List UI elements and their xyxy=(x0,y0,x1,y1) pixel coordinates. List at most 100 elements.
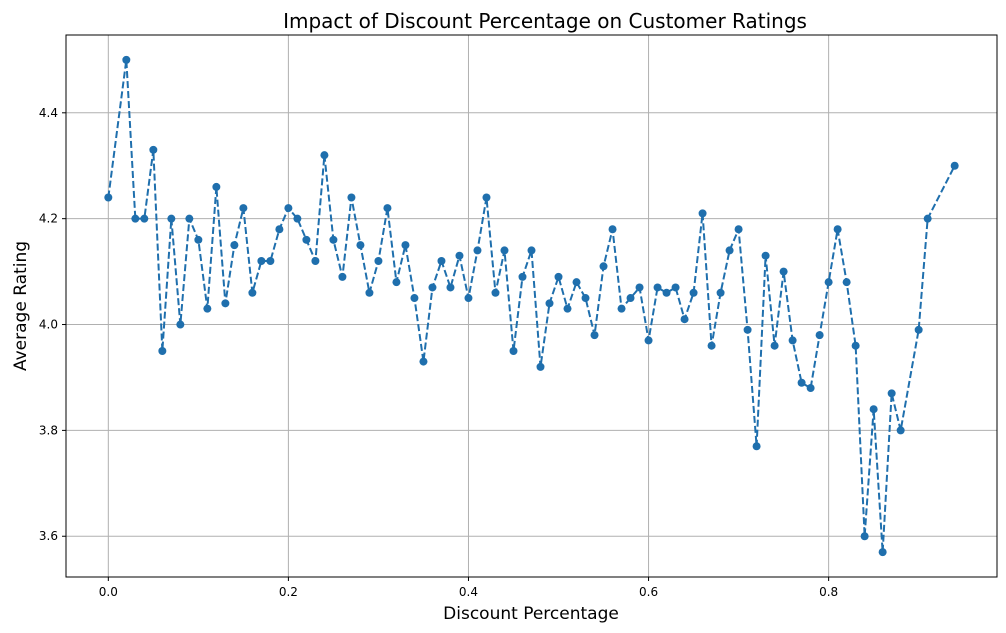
data-point xyxy=(446,283,455,292)
data-point xyxy=(500,246,509,255)
data-points xyxy=(104,55,959,557)
data-point xyxy=(140,214,149,223)
y-axis: 3.6 3.8 4.0 4.2 4.4 xyxy=(39,106,66,543)
data-point xyxy=(806,384,815,393)
data-point xyxy=(896,426,905,435)
data-point xyxy=(680,315,689,324)
y-tick-label: 4.4 xyxy=(39,106,58,120)
data-point xyxy=(320,151,329,160)
data-point xyxy=(167,214,176,223)
data-point xyxy=(815,331,824,340)
x-tick-label: 0.2 xyxy=(279,585,298,599)
data-point xyxy=(950,161,959,170)
data-point xyxy=(833,225,842,234)
data-point xyxy=(869,405,878,414)
data-point xyxy=(239,204,248,213)
data-point xyxy=(419,357,428,366)
data-point xyxy=(581,294,590,303)
data-point xyxy=(770,341,779,350)
x-tick-label: 0.8 xyxy=(819,585,838,599)
x-axis-label: Discount Percentage xyxy=(443,604,619,624)
data-point xyxy=(644,336,653,345)
chart-title: Impact of Discount Percentage on Custome… xyxy=(283,9,807,33)
data-point xyxy=(347,193,356,202)
data-point xyxy=(455,251,464,260)
y-tick-label: 4.0 xyxy=(39,318,58,332)
data-point xyxy=(257,257,266,266)
x-tick-label: 0.0 xyxy=(99,585,118,599)
data-point xyxy=(527,246,536,255)
data-point xyxy=(176,320,185,329)
data-point xyxy=(563,304,572,313)
data-point xyxy=(194,235,203,244)
data-point xyxy=(851,341,860,350)
data-point xyxy=(743,325,752,334)
data-point xyxy=(149,145,158,154)
data-point xyxy=(545,299,554,308)
data-point xyxy=(653,283,662,292)
data-point xyxy=(860,532,869,541)
data-point xyxy=(626,294,635,303)
data-point xyxy=(212,182,221,191)
data-point xyxy=(284,204,293,213)
data-point xyxy=(158,346,167,355)
data-point xyxy=(329,235,338,244)
data-point xyxy=(302,235,311,244)
data-point xyxy=(401,241,410,250)
data-point xyxy=(824,278,833,287)
data-point xyxy=(734,225,743,234)
y-axis-label: Average Rating xyxy=(11,241,31,371)
data-point xyxy=(608,225,617,234)
x-axis: 0.0 0.2 0.4 0.6 0.8 xyxy=(99,577,838,599)
data-point xyxy=(878,548,887,557)
data-point xyxy=(437,257,446,266)
data-point xyxy=(842,278,851,287)
data-point xyxy=(185,214,194,223)
data-point xyxy=(779,267,788,276)
data-point xyxy=(392,278,401,287)
data-point xyxy=(788,336,797,345)
y-tick-label: 3.6 xyxy=(39,529,58,543)
data-point xyxy=(122,55,131,64)
data-point xyxy=(248,288,257,297)
data-point xyxy=(491,288,500,297)
data-point xyxy=(761,251,770,260)
data-point xyxy=(923,214,932,223)
data-point xyxy=(590,331,599,340)
data-point xyxy=(311,257,320,266)
data-point xyxy=(707,341,716,350)
data-point xyxy=(725,246,734,255)
data-point xyxy=(203,304,212,313)
y-tick-label: 4.2 xyxy=(39,212,58,226)
data-point xyxy=(554,272,563,281)
data-point xyxy=(662,288,671,297)
data-point xyxy=(293,214,302,223)
data-point xyxy=(131,214,140,223)
data-point xyxy=(365,288,374,297)
data-point xyxy=(464,294,473,303)
data-point xyxy=(797,378,806,387)
data-point xyxy=(572,278,581,287)
data-point xyxy=(536,362,545,371)
data-point xyxy=(473,246,482,255)
data-point xyxy=(671,283,680,292)
data-point xyxy=(914,325,923,334)
data-point xyxy=(230,241,239,250)
data-point xyxy=(716,288,725,297)
series-path xyxy=(107,59,956,553)
data-point xyxy=(221,299,230,308)
plot-frame xyxy=(65,34,998,578)
data-point xyxy=(689,288,698,297)
data-point xyxy=(410,294,419,303)
data-point xyxy=(887,389,896,398)
grid-lines xyxy=(66,35,997,577)
y-tick-label: 3.8 xyxy=(39,423,58,437)
data-point xyxy=(509,346,518,355)
data-point xyxy=(617,304,626,313)
data-point xyxy=(383,204,392,213)
data-point xyxy=(752,442,761,451)
data-point xyxy=(482,193,491,202)
series-line xyxy=(107,59,956,553)
data-point xyxy=(698,209,707,218)
